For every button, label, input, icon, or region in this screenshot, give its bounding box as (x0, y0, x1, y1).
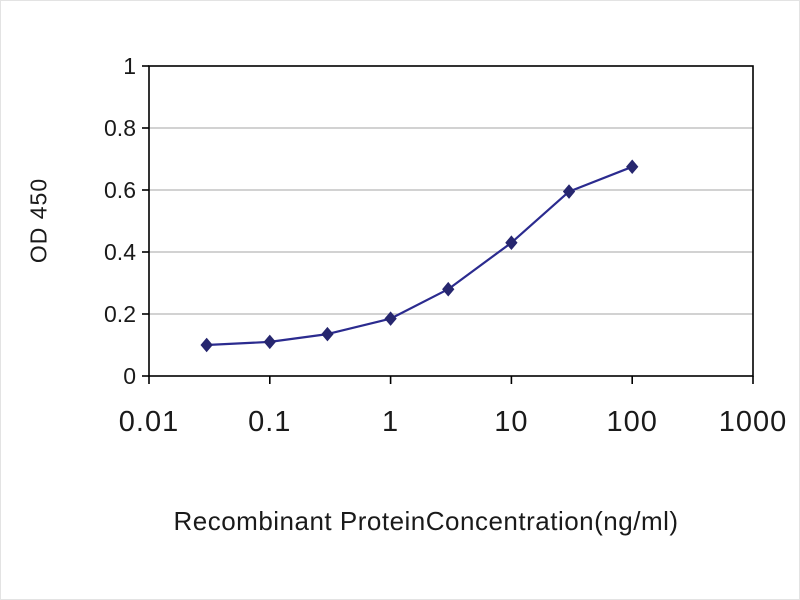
y-tick-label: 0.2 (104, 301, 136, 327)
y-axis: 0 0.2 0.4 0.6 0.8 1 (104, 53, 149, 389)
x-axis-title: Recombinant ProteinConcentration(ng/ml) (173, 506, 679, 536)
y-tick-label: 1 (123, 53, 136, 79)
y-tick-label: 0.6 (104, 177, 136, 203)
x-tick-label: 0.1 (248, 406, 291, 438)
y-tick-label: 0.8 (104, 115, 136, 141)
data-point-marker (626, 159, 639, 175)
data-point-marker (263, 334, 276, 350)
x-tick-label: 0.01 (119, 406, 179, 438)
x-axis: 0.01 0.1 1 10 100 1000 (119, 376, 788, 438)
data-point-marker (562, 184, 576, 199)
y-axis-title: OD 450 (25, 177, 52, 264)
data-point-marker (442, 281, 455, 297)
plot-border (148, 65, 754, 377)
y-tick-label: 0 (123, 363, 136, 389)
data-point-marker (200, 337, 213, 353)
x-tick-label: 10 (494, 406, 528, 438)
y-tick-label: 0.4 (104, 239, 136, 265)
x-tick-label: 100 (607, 406, 658, 438)
data-point-marker (321, 326, 334, 342)
data-point-marker (384, 311, 397, 326)
data-line (206, 165, 633, 347)
x-tick-label: 1000 (719, 406, 788, 438)
x-tick-label: 1 (382, 406, 399, 438)
gridlines (149, 127, 753, 315)
data-point-marker (505, 235, 518, 250)
